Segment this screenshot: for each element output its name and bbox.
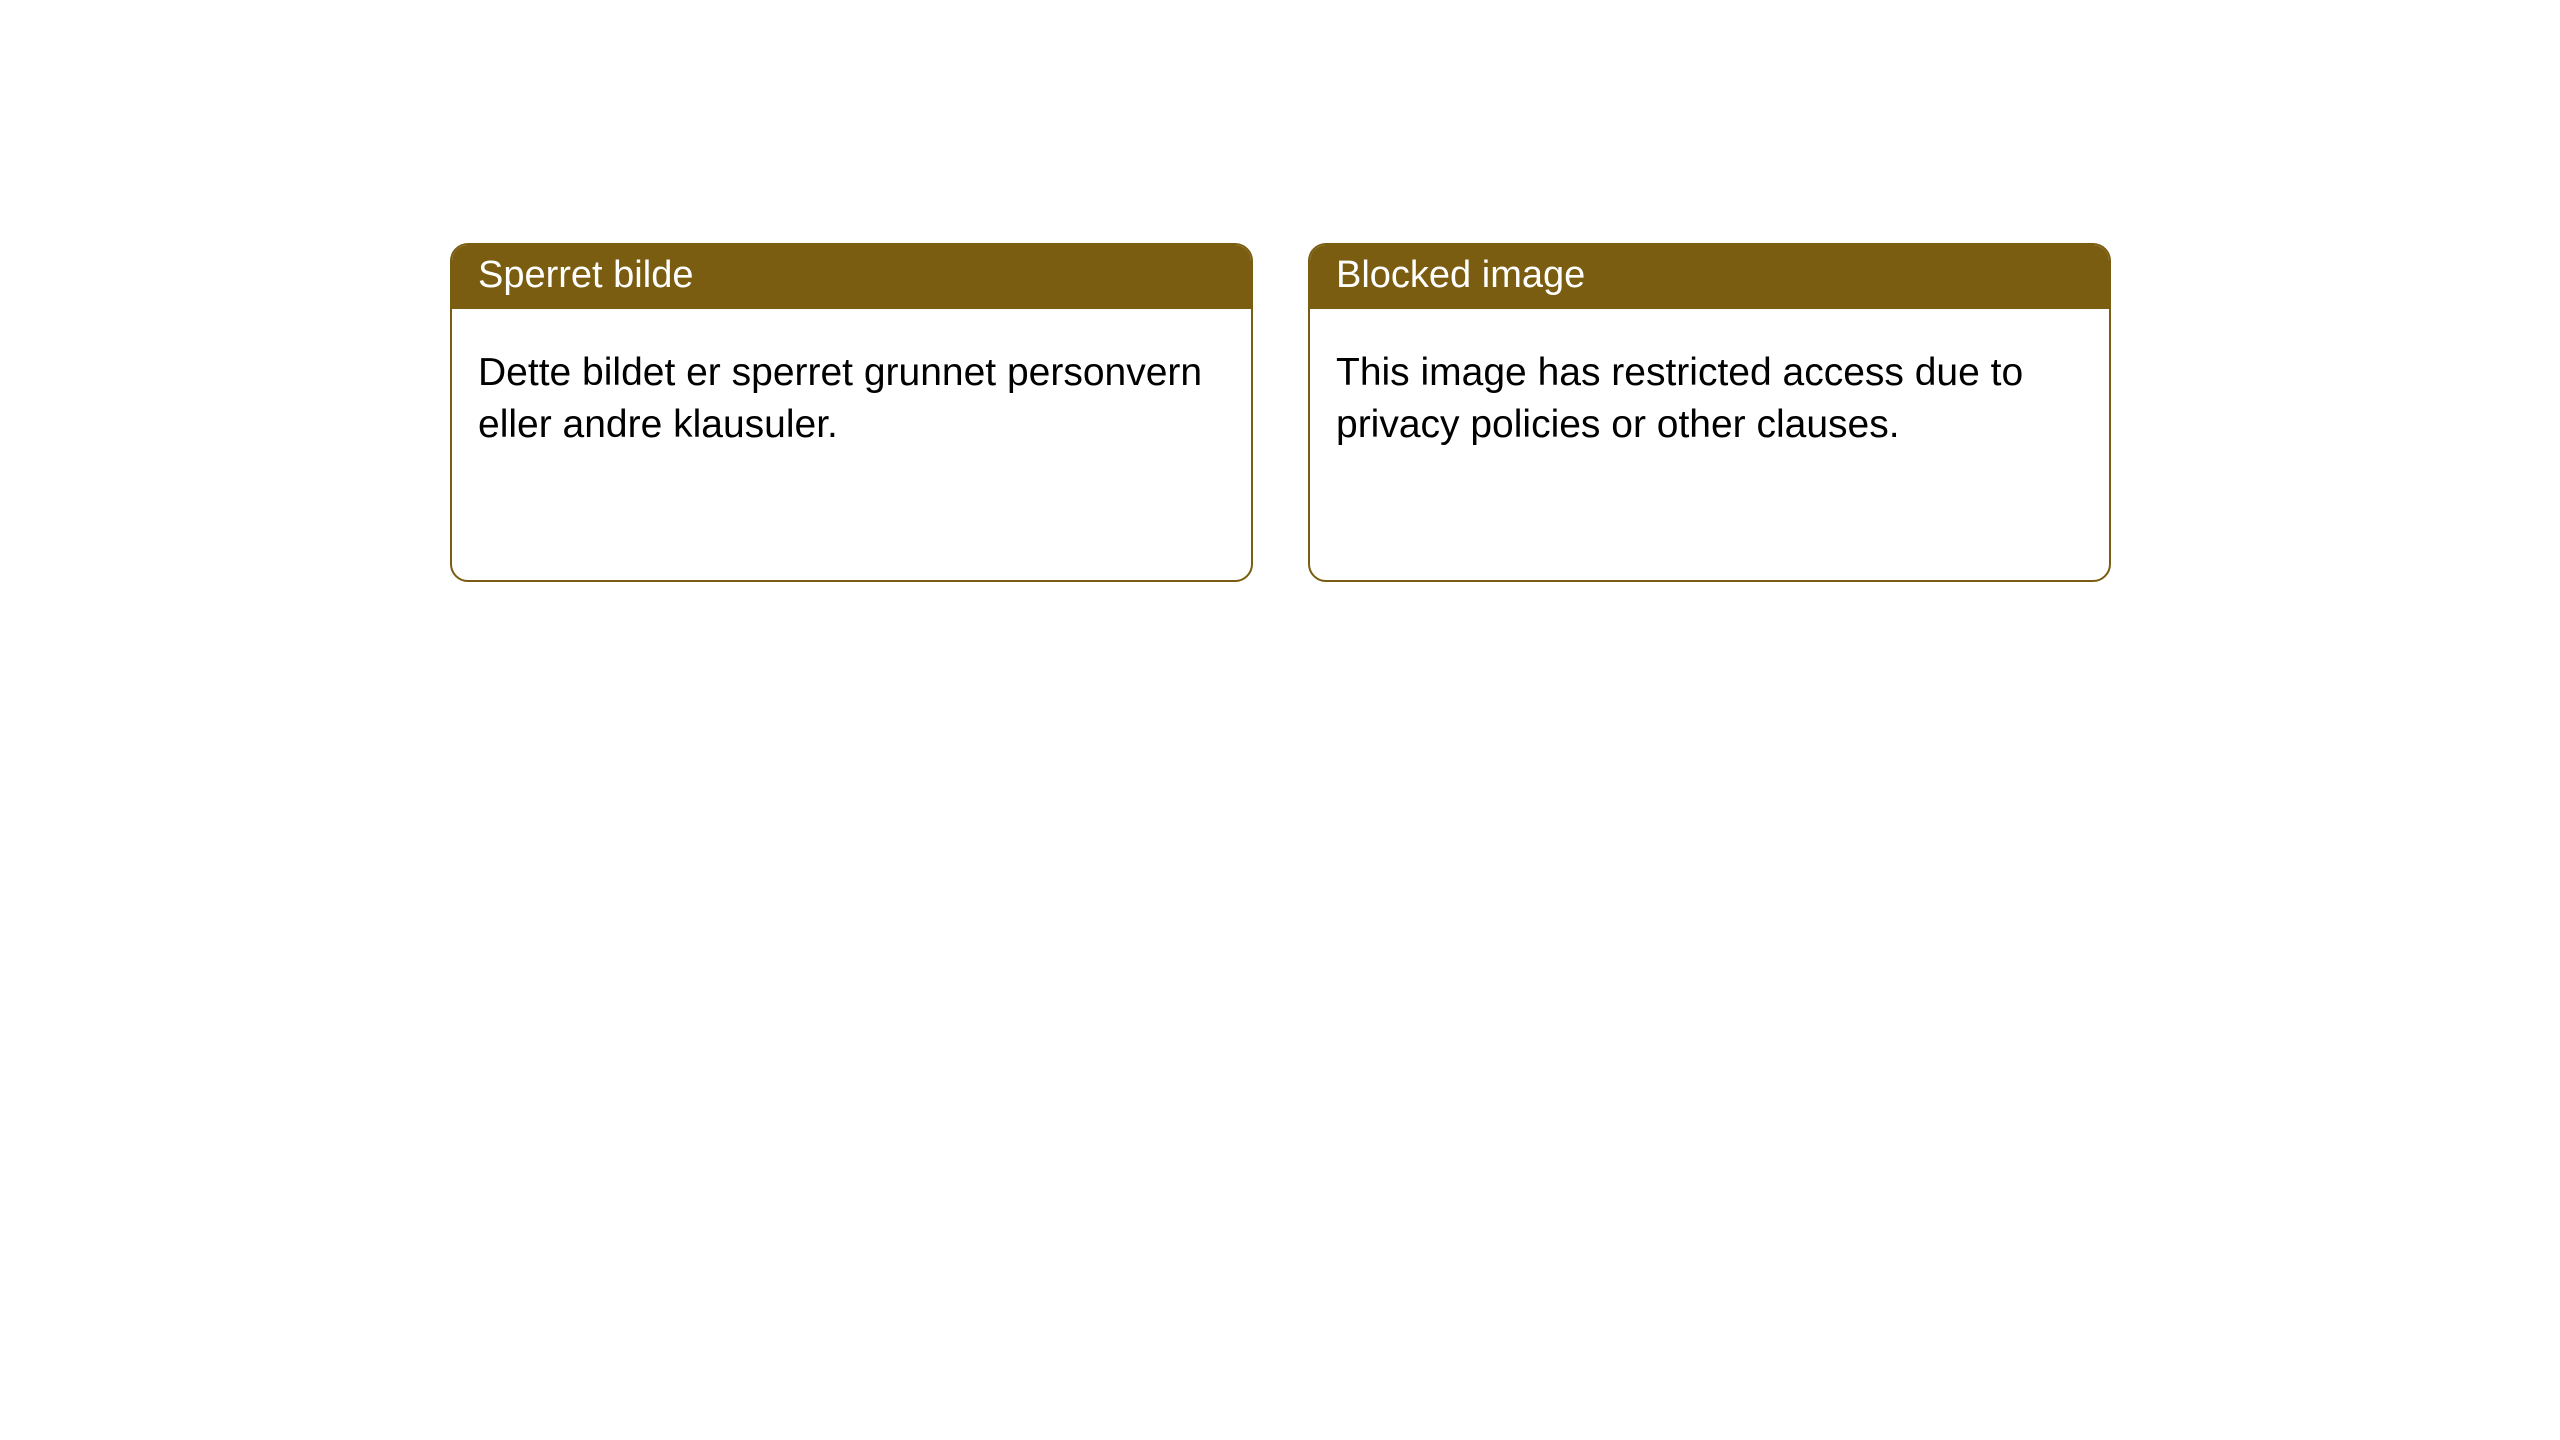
blocked-image-card-norwegian: Sperret bilde Dette bildet er sperret gr… <box>450 243 1253 582</box>
card-body-text: This image has restricted access due to … <box>1310 309 2109 478</box>
card-title: Blocked image <box>1310 245 2109 309</box>
card-body-text: Dette bildet er sperret grunnet personve… <box>452 309 1251 478</box>
blocked-image-card-english: Blocked image This image has restricted … <box>1308 243 2111 582</box>
info-cards-container: Sperret bilde Dette bildet er sperret gr… <box>450 243 2111 582</box>
card-title: Sperret bilde <box>452 245 1251 309</box>
